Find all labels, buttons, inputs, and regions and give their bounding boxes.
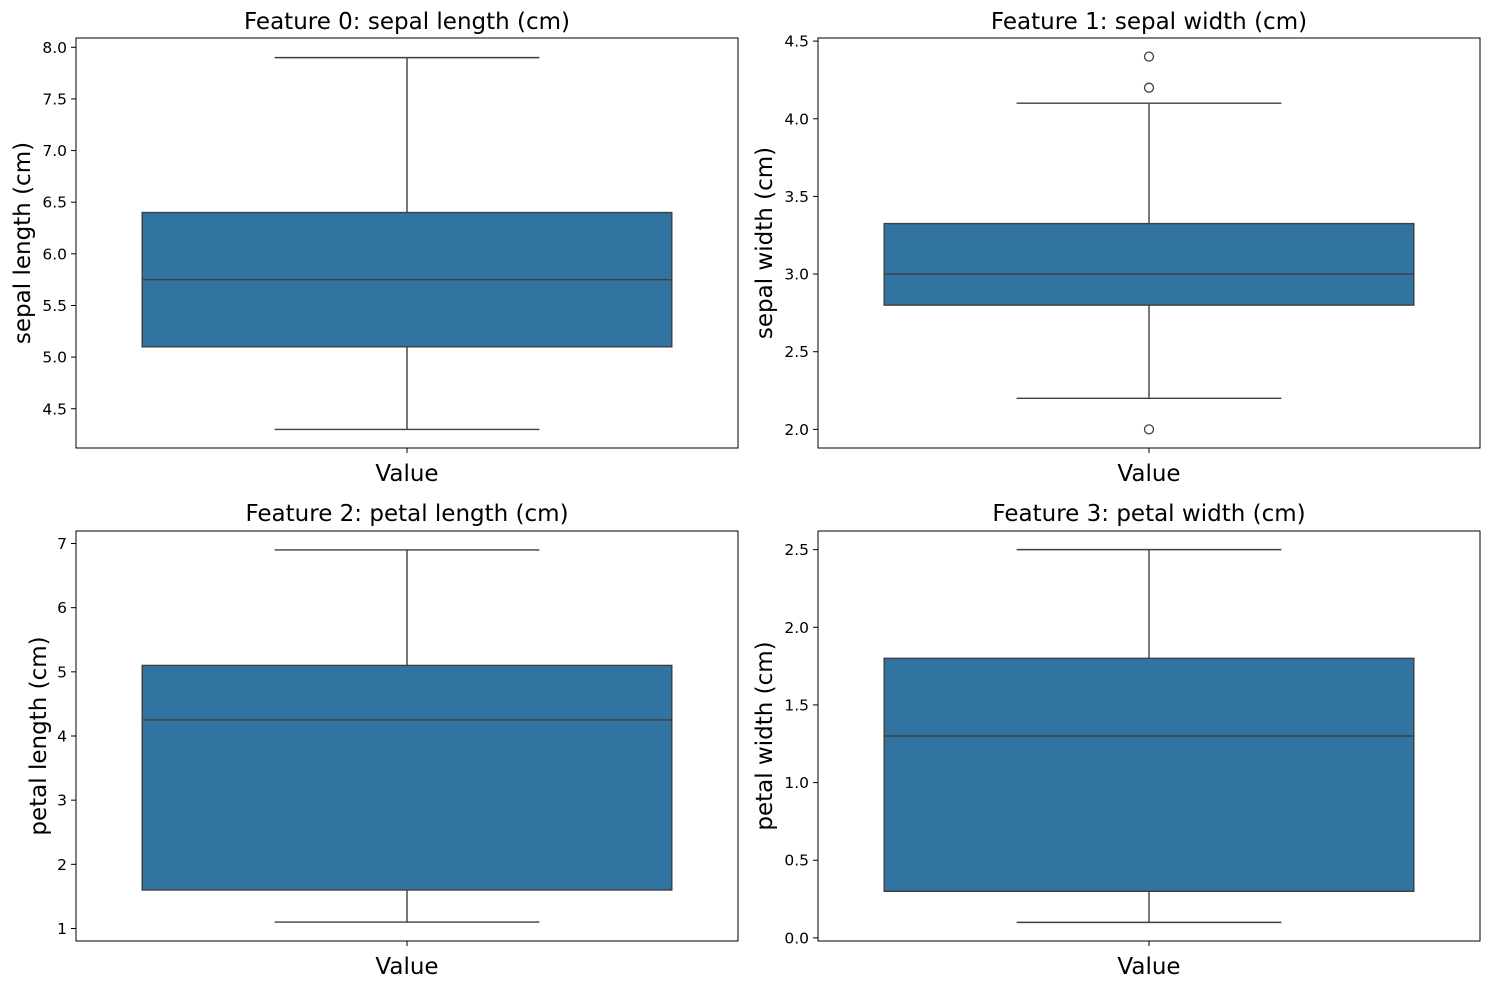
y-tick-label: 4.0 [784, 110, 809, 128]
subplot-2: 1 2 3 4 5 6 7 Feature 2: petal length (cm) Value… [26, 501, 739, 980]
y-tick-label: 1.5 [784, 696, 809, 714]
y-axis-label: sepal length (cm) [10, 142, 36, 344]
subplot-0: 4.5 5.0 5.5 6.0 6.5 7.0 7.5 8.0 Feature 0: sepal… [10, 9, 739, 487]
y-tick-label: 4.5 [42, 400, 67, 418]
subplot-3: 0.0 0.5 1.0 1.5 2.0 2.5 Feature 3: petal width… [752, 501, 1481, 980]
y-tick-label: 7.0 [42, 142, 67, 160]
subplot-title: Feature 2: petal length (cm) [245, 501, 568, 527]
outlier-point [1143, 424, 1155, 435]
subplot-1: 2.0 2.5 3.0 3.5 4.0 4.5 Feature 1: sepal width… [752, 9, 1481, 487]
y-tick-label: 5 [57, 663, 67, 681]
y-tick-label: 4 [57, 728, 67, 746]
y-tick-label: 2.5 [784, 343, 809, 361]
x-axis-label: Value [1117, 954, 1180, 980]
subplot-title: Feature 0: sepal length (cm) [244, 9, 570, 35]
y-tick-label: 1 [57, 920, 67, 938]
y-tick-label: 5.5 [42, 297, 67, 315]
y-tick-label: 0.5 [784, 852, 809, 870]
y-tick-label: 6.5 [42, 194, 67, 212]
x-axis-label: Value [375, 954, 438, 980]
y-axis-label: petal length (cm) [26, 636, 52, 835]
y-tick-label: 1.0 [784, 774, 809, 792]
y-tick-label: 6 [57, 599, 67, 617]
subplot-title: Feature 3: petal width (cm) [992, 501, 1305, 527]
y-tick-label: 6.0 [42, 245, 67, 263]
y-tick-label: 2.0 [784, 421, 809, 439]
y-axis-label: sepal width (cm) [752, 147, 778, 339]
x-axis-label: Value [1117, 461, 1180, 487]
y-tick-label: 2 [57, 856, 67, 874]
y-tick-label: 7 [57, 535, 67, 553]
outlier-point [1143, 82, 1155, 93]
y-tick-label: 2.0 [784, 619, 809, 637]
y-tick-label: 3.5 [784, 188, 809, 206]
y-axis-label: petal width (cm) [752, 641, 778, 830]
y-tick-label: 4.5 [784, 33, 809, 51]
y-tick-label: 0.0 [784, 929, 809, 947]
x-axis-label: Value [375, 461, 438, 487]
subplot-title: Feature 1: sepal width (cm) [991, 9, 1307, 35]
y-tick-label: 5.0 [42, 349, 67, 367]
y-tick-label: 2.5 [784, 541, 809, 559]
iqr-box [141, 664, 673, 891]
y-tick-label: 3.0 [784, 266, 809, 284]
iqr-box [883, 222, 1415, 306]
y-tick-label: 7.5 [42, 90, 67, 108]
y-tick-label: 8.0 [42, 39, 67, 57]
outlier-point [1143, 51, 1155, 62]
y-tick-label: 3 [57, 792, 67, 810]
iqr-box [883, 657, 1415, 893]
